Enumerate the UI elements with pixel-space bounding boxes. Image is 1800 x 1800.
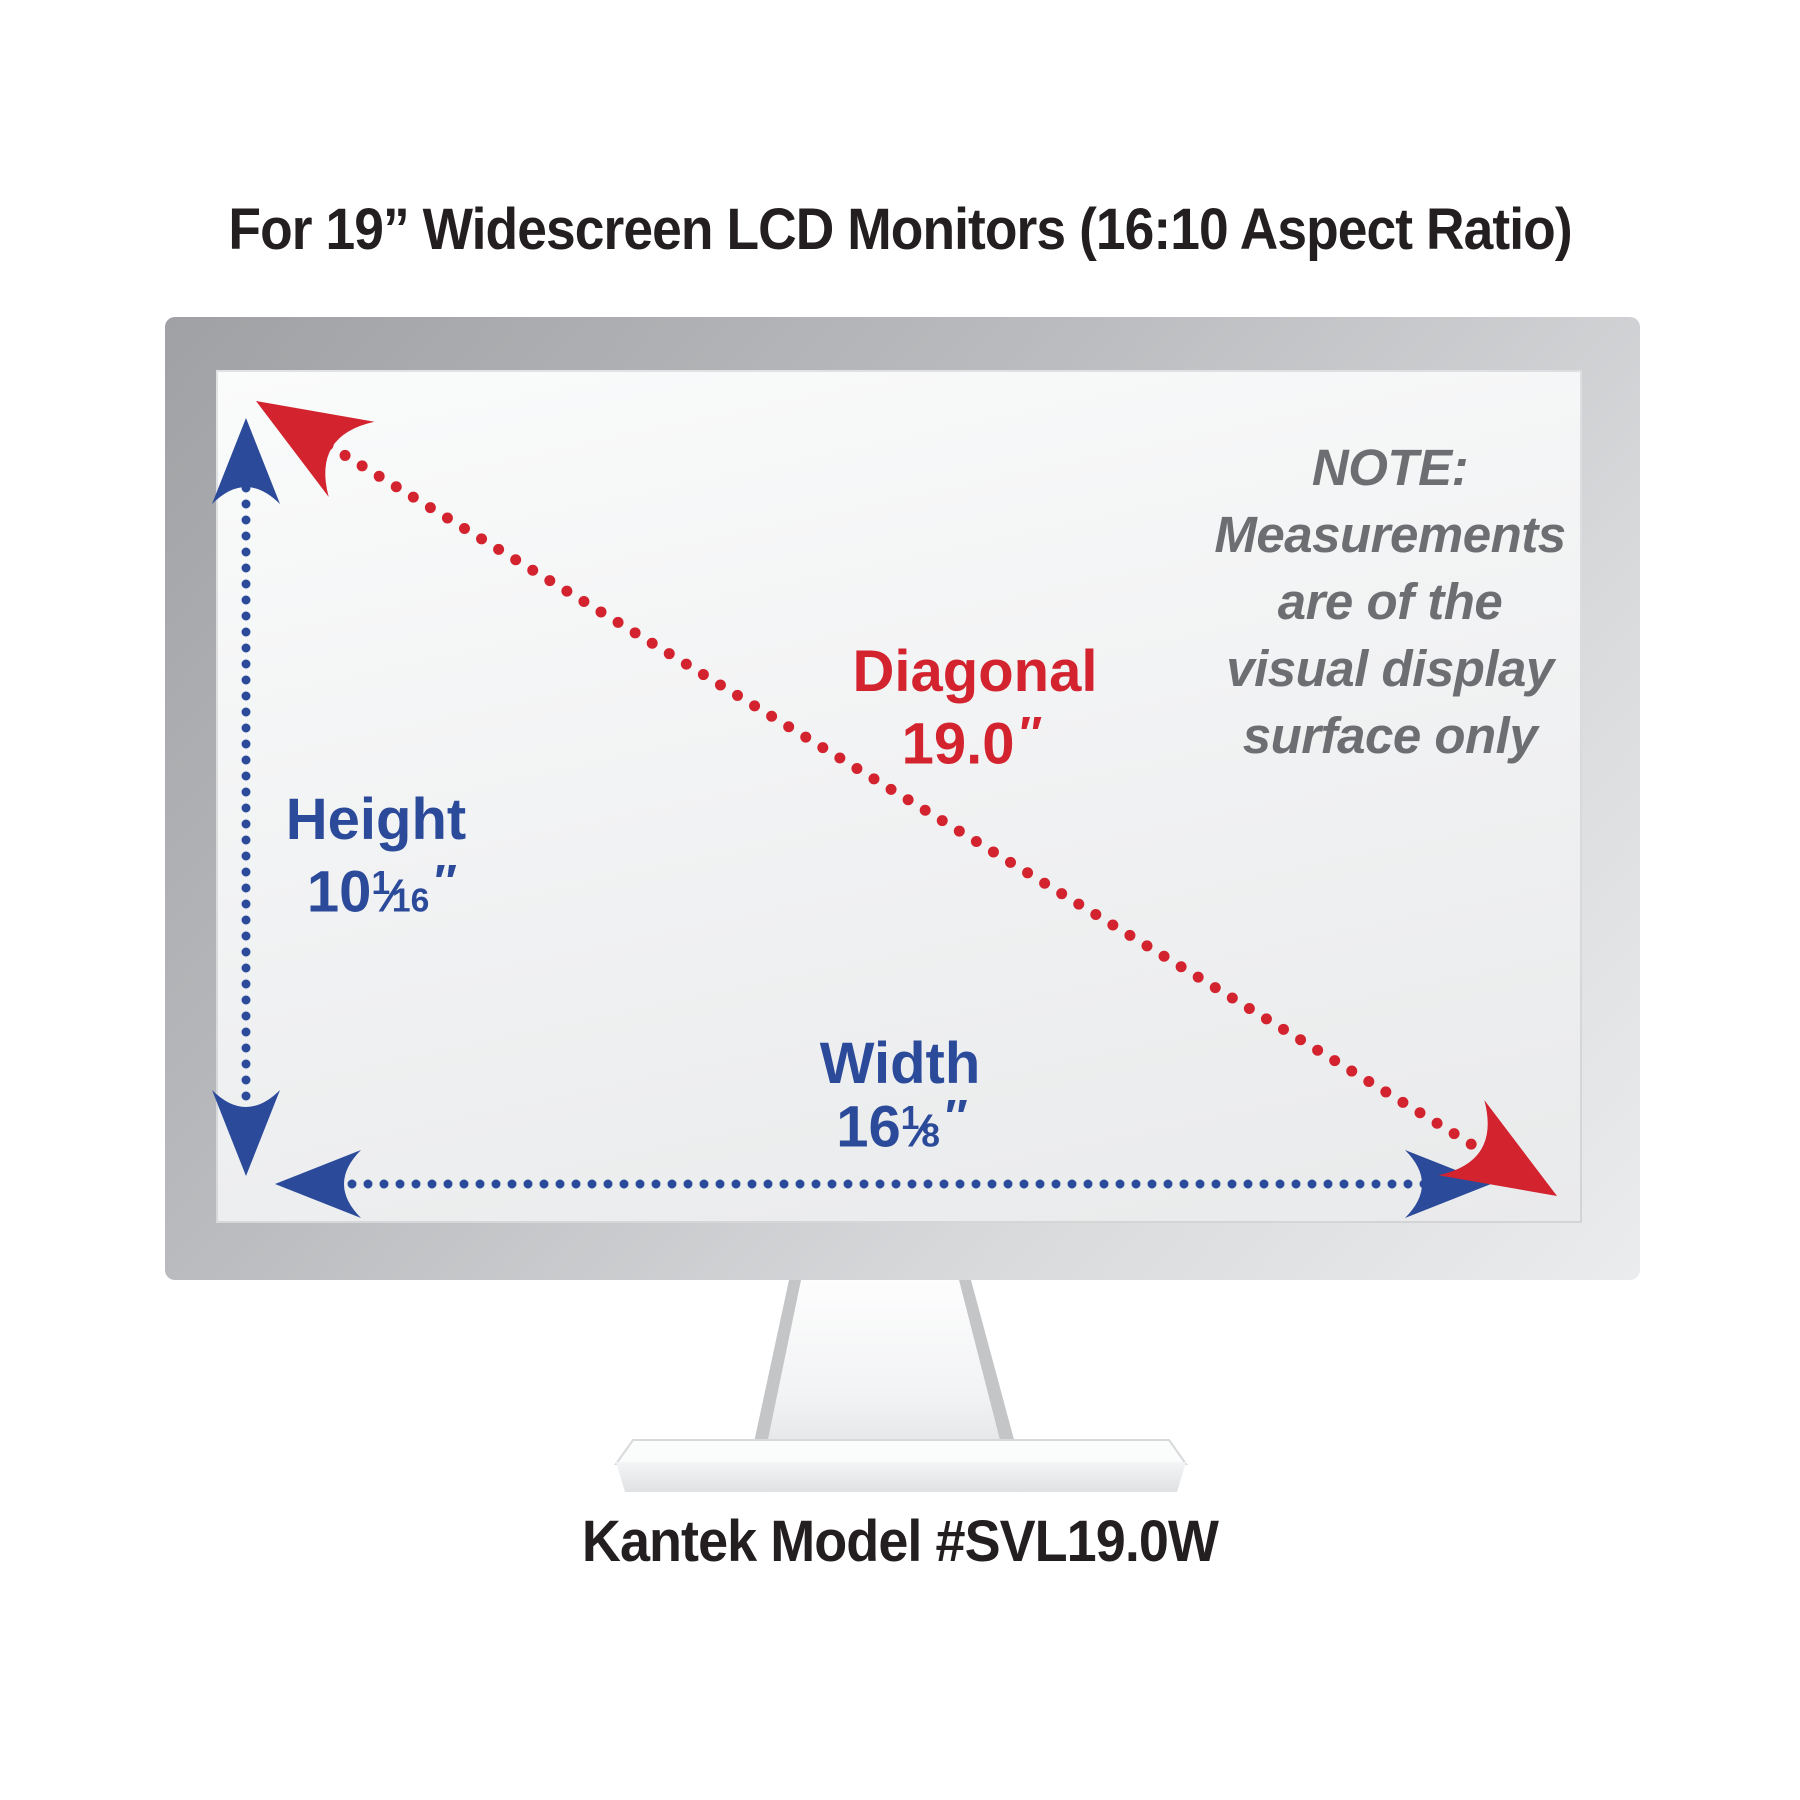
height-label: Height	[285, 787, 467, 852]
measurement-note: NOTE: Measurements are of the visual dis…	[1178, 434, 1602, 769]
note-line: Measurements	[1214, 506, 1566, 563]
note-line: surface only	[1242, 707, 1538, 764]
width-label: Width	[819, 1031, 981, 1096]
width-value: 161⁄8 ″	[836, 1093, 967, 1156]
model-caption: Kantek Model #SVL19.0W	[581, 1509, 1219, 1574]
note-line: NOTE:	[1311, 439, 1469, 496]
height-value-fraction: 1⁄16	[371, 865, 430, 922]
width-value-whole: 16	[836, 1094, 901, 1160]
monitor-stand-base	[614, 1439, 1188, 1492]
width-value-unit: ″	[944, 1090, 968, 1144]
monitor-stand-neck	[753, 1280, 1016, 1447]
width-value-fraction: 1⁄8	[900, 1100, 940, 1157]
note-line: visual display	[1226, 640, 1554, 697]
diagonal-value-unit: ″	[1019, 707, 1043, 761]
diagonal-value-number: 19.0	[901, 711, 1015, 777]
height-value-whole: 10	[306, 859, 372, 925]
page-title: For 19” Widescreen LCD Monitors (16:10 A…	[228, 197, 1572, 262]
height-value: 101⁄16 ″	[307, 858, 457, 921]
diagonal-value: 19.0 ″	[902, 710, 1043, 773]
diagonal-label: Diagonal	[852, 639, 1098, 704]
note-line: are of the	[1277, 573, 1503, 630]
height-value-unit: ″	[434, 855, 458, 909]
